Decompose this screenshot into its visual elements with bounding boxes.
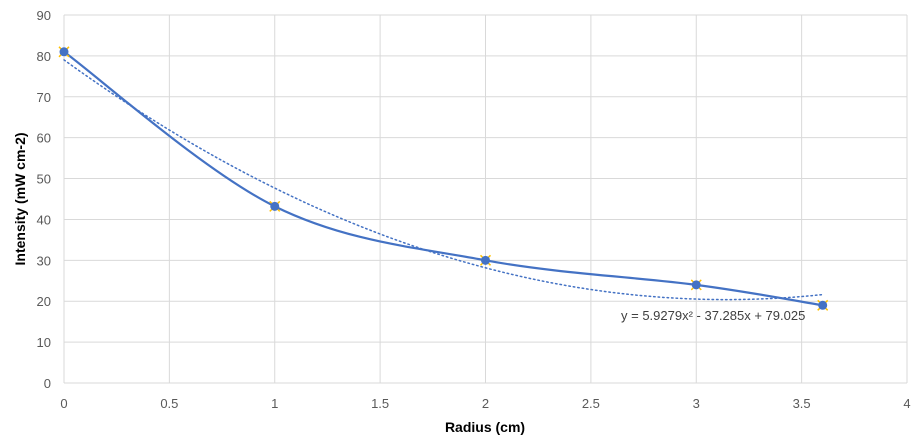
- x-tick-label: 1: [271, 396, 278, 411]
- x-tick-label: 3: [693, 396, 700, 411]
- y-tick-label: 30: [37, 253, 51, 268]
- x-axis-title: Radius (cm): [445, 419, 525, 435]
- x-tick-label: 2: [482, 396, 489, 411]
- data-point-marker: [691, 280, 701, 290]
- y-tick-label: 40: [37, 212, 51, 227]
- y-tick-label: 60: [37, 131, 51, 146]
- data-point: [817, 299, 829, 311]
- data-point: [58, 46, 70, 58]
- y-tick-label: 10: [37, 335, 51, 350]
- x-tick-label: 4: [903, 396, 910, 411]
- series-line: [63, 50, 823, 307]
- polynomial-trendline: [63, 59, 824, 301]
- x-tick-label: 0.5: [160, 396, 178, 411]
- series-group: [63, 50, 823, 307]
- trendline-equation: y = 5.9279x² - 37.285x + 79.025: [621, 308, 805, 323]
- y-tick-label: 80: [37, 49, 51, 64]
- y-axis-tick-labels: 0 10 20 30 40 50 60 70 80 90: [37, 8, 51, 391]
- x-tick-label: 3.5: [793, 396, 811, 411]
- x-tick-label: 0: [60, 396, 67, 411]
- data-point-marker: [270, 201, 280, 211]
- data-point: [479, 254, 492, 266]
- data-point-marker: [59, 47, 69, 57]
- x-axis-tick-labels: 0 0.5 1 1.5 2 2.5 3 3.5 4: [60, 396, 910, 411]
- data-point-marker: [481, 255, 490, 265]
- trendline-group: [63, 59, 824, 301]
- y-tick-label: 0: [44, 376, 51, 391]
- data-point-marker: [818, 300, 828, 310]
- data-points: [58, 46, 829, 311]
- data-point: [690, 279, 702, 291]
- y-tick-label: 20: [37, 294, 51, 309]
- x-tick-label: 2.5: [582, 396, 600, 411]
- y-tick-label: 90: [37, 8, 51, 23]
- y-axis-title: Intensity (mW cm-2): [12, 132, 28, 265]
- y-tick-label: 50: [37, 172, 51, 187]
- x-tick-label: 1.5: [371, 396, 389, 411]
- data-point: [269, 200, 281, 212]
- y-tick-label: 70: [37, 90, 51, 105]
- gridlines: [63, 14, 908, 384]
